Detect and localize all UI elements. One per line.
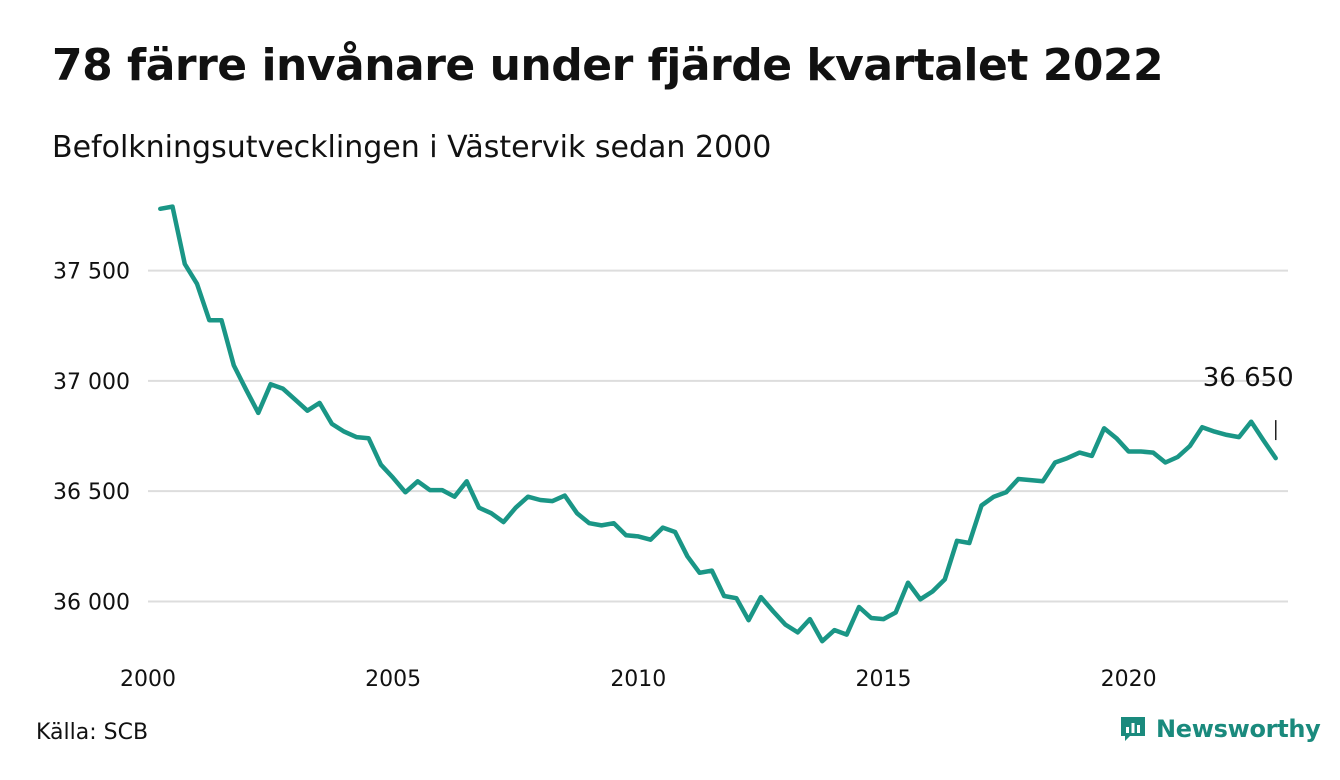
- y-tick-label: 36 000: [53, 590, 130, 615]
- y-tick-label: 37 500: [53, 260, 130, 285]
- series-line: [158, 204, 1278, 644]
- y-tick-label: 37 000: [53, 370, 130, 395]
- source-note: Källa: SCB: [36, 720, 149, 745]
- newsworthy-logo: Newsworthy: [1118, 714, 1321, 744]
- y-tick-label: 36 500: [53, 480, 130, 505]
- x-tick-label: 2020: [1101, 667, 1157, 692]
- brand-name: Newsworthy: [1156, 715, 1321, 743]
- end-value-label: 36 650: [1203, 363, 1294, 393]
- chart-subtitle: Befolkningsutvecklingen i Västervik seda…: [52, 130, 772, 165]
- x-tick-label: 2010: [610, 667, 666, 692]
- x-tick-label: 2015: [855, 667, 911, 692]
- chart-bubble-icon: [1121, 717, 1145, 741]
- chart-title: 78 färre invånare under fjärde kvartalet…: [52, 40, 1164, 91]
- x-tick-label: 2000: [120, 667, 176, 692]
- x-tick-label: 2005: [365, 667, 421, 692]
